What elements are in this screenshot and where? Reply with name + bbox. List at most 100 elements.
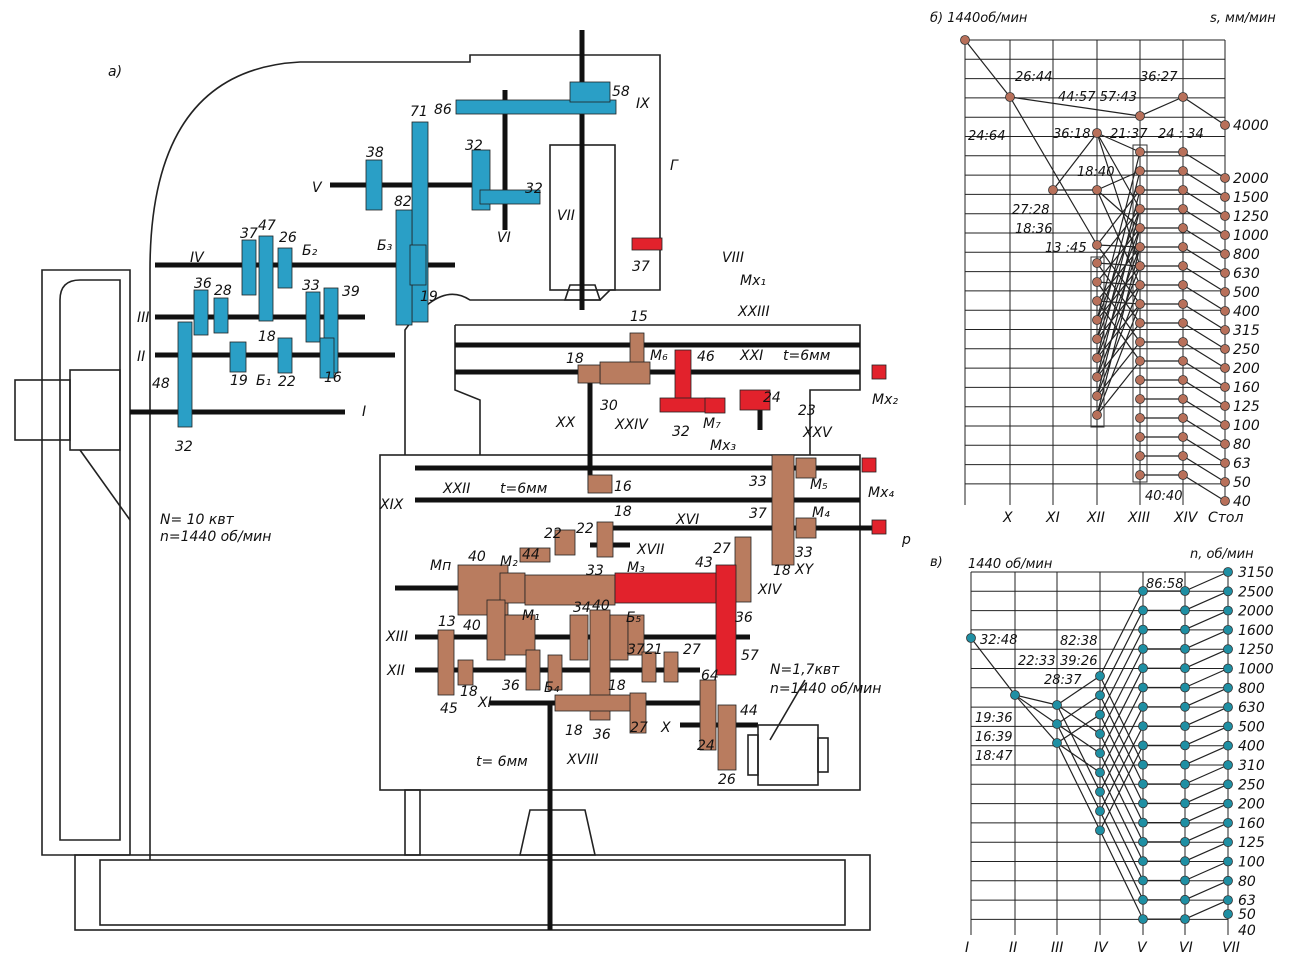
speed-node bbox=[1135, 261, 1145, 271]
scheme-label: XY bbox=[794, 562, 815, 578]
scheme-label: 13 bbox=[438, 614, 456, 630]
gear-ratio-label: 86:58 bbox=[1146, 577, 1183, 592]
speed-value-label: 1600 bbox=[1238, 623, 1274, 639]
transmission-line bbox=[1184, 764, 1229, 785]
scheme-label: 30 bbox=[600, 398, 618, 414]
transmission-line bbox=[1056, 694, 1101, 725]
transmission-line bbox=[1184, 629, 1229, 650]
feed-value-label: 800 bbox=[1233, 247, 1260, 263]
speed-node bbox=[1135, 394, 1145, 404]
scheme-label: XVIII bbox=[566, 752, 599, 768]
scheme-label: XVII bbox=[636, 542, 664, 558]
scheme-label: 37 bbox=[749, 506, 767, 522]
transmission-line bbox=[1099, 772, 1144, 862]
gear-ratio-label: 32:48 bbox=[980, 633, 1017, 648]
feed-value-label: 1250 bbox=[1233, 209, 1269, 225]
transmission-line bbox=[1182, 379, 1226, 407]
speed-node bbox=[1048, 185, 1058, 195]
scheme-label: XXIII bbox=[737, 304, 770, 320]
transmission-line bbox=[1182, 322, 1226, 350]
transmission-line bbox=[1099, 830, 1144, 920]
speed-value-label: 1000 bbox=[1238, 662, 1274, 678]
speed-node bbox=[1095, 806, 1105, 816]
scheme-label: 32 bbox=[525, 181, 543, 197]
transmission-line bbox=[1184, 783, 1229, 804]
speed-node bbox=[1220, 249, 1230, 259]
speed-node bbox=[1095, 767, 1105, 778]
speed-node bbox=[1220, 325, 1230, 335]
speed-node bbox=[1180, 779, 1190, 789]
transmission-line bbox=[1182, 96, 1226, 126]
scheme-label: 44 bbox=[740, 703, 758, 719]
speed-node bbox=[1138, 837, 1148, 847]
speed-node bbox=[1138, 682, 1148, 693]
speed-node bbox=[1138, 740, 1148, 751]
scheme-label: 28 bbox=[214, 283, 232, 299]
scheme-label: n=1440 об/мин bbox=[160, 529, 271, 545]
speed-node bbox=[1138, 798, 1148, 809]
speed-node bbox=[1220, 344, 1230, 354]
speed-node bbox=[1095, 729, 1105, 739]
speed-node bbox=[1138, 817, 1148, 828]
gear bbox=[871, 519, 887, 535]
speed-node bbox=[1180, 894, 1190, 905]
scheme-label: XXIV bbox=[614, 417, 649, 433]
transmission-line bbox=[1182, 474, 1226, 502]
gear bbox=[241, 239, 257, 296]
scheme-label: 26 bbox=[718, 772, 736, 788]
speed-node bbox=[1005, 92, 1015, 102]
scheme-label: Б₃ bbox=[377, 238, 393, 254]
transmission-line bbox=[1099, 706, 1144, 793]
speed-node bbox=[1138, 856, 1148, 867]
speed-node bbox=[1135, 470, 1145, 480]
speed-node bbox=[1220, 401, 1230, 411]
speed-node bbox=[1223, 798, 1233, 809]
transmission-line bbox=[964, 39, 1011, 98]
gear bbox=[365, 159, 383, 211]
speed-node bbox=[1138, 701, 1148, 712]
feed-value-label: 630 bbox=[1233, 266, 1260, 282]
transmission-line bbox=[1182, 284, 1226, 312]
speed-node bbox=[1223, 721, 1233, 732]
scheme-label: 18 bbox=[460, 684, 478, 700]
transmission-line bbox=[1014, 694, 1058, 744]
feed-value-label: 125 bbox=[1233, 399, 1260, 415]
shaft-label: III bbox=[1051, 940, 1063, 956]
transmission-line bbox=[1056, 714, 1101, 744]
speed-node bbox=[1095, 690, 1105, 701]
shaft-label: XI bbox=[1045, 510, 1060, 526]
transmission-line bbox=[1182, 227, 1226, 255]
transmission-line bbox=[1182, 398, 1226, 426]
speed-value-label: 63 bbox=[1238, 893, 1256, 909]
gear bbox=[504, 614, 536, 656]
transmission-line bbox=[1182, 417, 1226, 445]
transmission-line bbox=[1184, 841, 1229, 862]
speed-node bbox=[1135, 451, 1145, 461]
transmission-line bbox=[1099, 810, 1144, 901]
scheme-label: 64 bbox=[701, 668, 719, 684]
speed-node bbox=[1092, 372, 1102, 382]
gear bbox=[213, 297, 229, 334]
scheme-label: 40 bbox=[463, 618, 481, 634]
gear bbox=[641, 651, 657, 683]
scheme-label: M₂ bbox=[500, 554, 518, 570]
speed-value-label: 2500 bbox=[1238, 584, 1274, 600]
scheme-label: Mп bbox=[430, 558, 451, 574]
transmission-line bbox=[1099, 695, 1144, 785]
gear bbox=[795, 517, 817, 539]
scheme-label: XX bbox=[555, 415, 576, 431]
transmission-line bbox=[1182, 303, 1226, 331]
gear-ratio-label: 28:37 bbox=[1044, 673, 1082, 688]
speed-node bbox=[1220, 439, 1230, 449]
scheme-label: 21 bbox=[645, 642, 663, 658]
scheme-label: XVI bbox=[675, 512, 699, 528]
speed-node bbox=[1223, 779, 1233, 790]
speed-node bbox=[1135, 166, 1145, 176]
gear bbox=[734, 536, 752, 603]
shaft-label: II bbox=[1009, 940, 1017, 956]
speed-node bbox=[1223, 909, 1233, 919]
scheme-label: 33 bbox=[302, 278, 320, 294]
gears bbox=[177, 81, 887, 771]
gear bbox=[409, 244, 427, 286]
gear bbox=[277, 337, 293, 374]
